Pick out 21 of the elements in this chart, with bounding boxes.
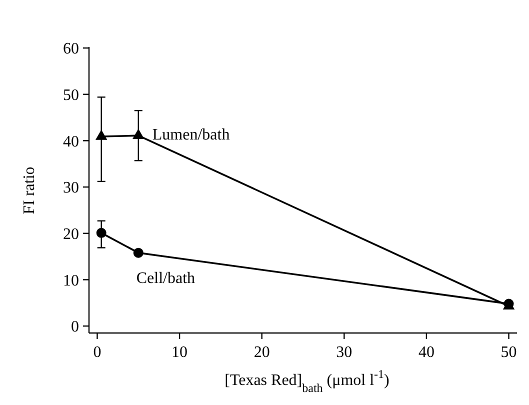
x-tick-label: 50 xyxy=(500,344,517,361)
point xyxy=(132,128,144,139)
x-tick-label: 30 xyxy=(336,344,352,361)
series-label: Lumen/bath xyxy=(152,126,230,144)
x-tick-label: 20 xyxy=(254,344,270,361)
y-axis-title: FI ratio xyxy=(21,166,38,214)
series-label: Cell/bath xyxy=(136,270,196,287)
point xyxy=(95,130,108,140)
x-tick-label: 0 xyxy=(93,344,102,361)
y-tick-label: 50 xyxy=(63,86,79,104)
y-tick-label: 0 xyxy=(71,318,79,336)
y-tick-label: 20 xyxy=(63,226,79,243)
y-tick-label: 60 xyxy=(63,40,79,58)
point xyxy=(96,228,106,238)
y-tick-label: 30 xyxy=(63,180,79,197)
point xyxy=(133,248,144,258)
x-tick-label: 40 xyxy=(418,344,434,361)
y-tick-label: 40 xyxy=(63,133,79,150)
y-tick-label: 10 xyxy=(63,272,79,290)
x-axis-title: [Texas Red]$_{bath}$ (μmol l$^{-1}$) xyxy=(224,367,390,395)
x-tick-label: 10 xyxy=(172,344,188,361)
